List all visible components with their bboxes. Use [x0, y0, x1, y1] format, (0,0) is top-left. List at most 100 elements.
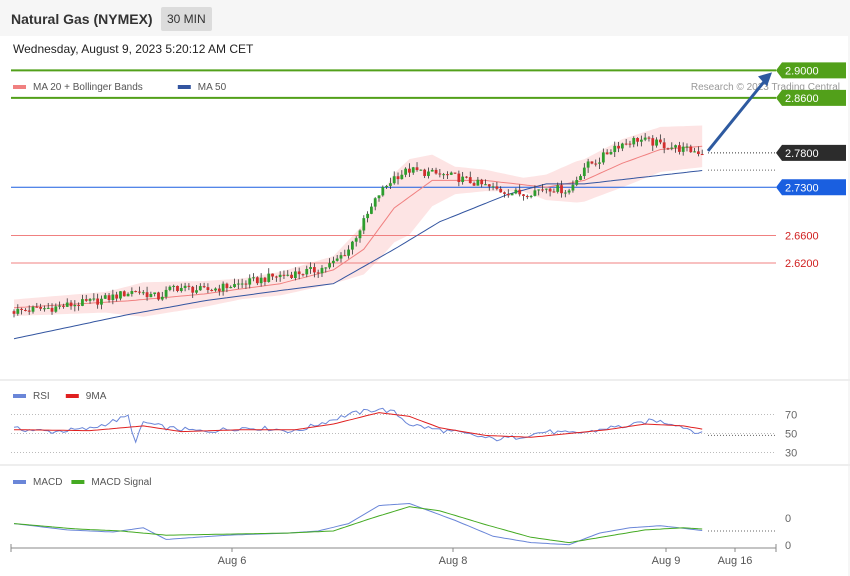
candle-body	[316, 272, 320, 274]
chart-datetime: Wednesday, August 9, 2023 5:20:12 AM CET	[13, 42, 254, 56]
candle-body	[381, 187, 385, 196]
candle-body	[187, 285, 191, 287]
interval-badge[interactable]: 30 MIN	[161, 7, 212, 31]
candle-body	[176, 285, 179, 291]
candle-body	[700, 154, 704, 156]
macd-legend-swatch-1	[71, 480, 85, 484]
candle-body	[43, 308, 46, 310]
candle-body	[35, 306, 39, 308]
macd-legend-label-0: MACD	[33, 477, 62, 488]
candles-group	[12, 133, 704, 318]
candle-body	[134, 291, 138, 293]
candle-body	[96, 298, 100, 305]
candle-body	[373, 198, 377, 207]
candle-body	[27, 310, 31, 312]
candle-body	[620, 143, 624, 149]
candle-body	[385, 185, 389, 188]
candle-body	[560, 185, 563, 194]
credit-text: Research © 2023 Trading Central	[691, 82, 840, 93]
candle-body	[274, 276, 278, 278]
candle-body	[328, 263, 331, 268]
candle-body	[434, 169, 438, 174]
x-tick-label-0: Aug 6	[218, 555, 247, 567]
candle-body	[84, 299, 88, 301]
candle-body	[103, 295, 107, 299]
projection-arrow-head	[758, 72, 772, 87]
candle-body	[510, 193, 514, 196]
candle-body	[297, 271, 301, 275]
main-legend-swatch-0	[13, 85, 26, 89]
macd-legend-swatch-0	[13, 480, 26, 484]
macd-zero-label-2: 0	[785, 540, 791, 552]
candle-body	[164, 289, 168, 297]
candle-body	[605, 152, 609, 155]
candle-body	[666, 148, 670, 150]
candle-body	[427, 171, 430, 176]
candle-body	[579, 176, 582, 181]
candle-body	[506, 193, 510, 196]
candle-body	[267, 273, 271, 282]
candle-body	[449, 172, 453, 175]
candle-body	[571, 184, 575, 191]
candle-body	[73, 304, 77, 307]
candle-body	[442, 174, 446, 176]
macd-legend-label-1: MACD Signal	[91, 477, 151, 488]
candle-body	[624, 143, 628, 145]
candle-body	[370, 206, 373, 214]
candle-body	[335, 258, 339, 261]
candle-body	[278, 274, 282, 278]
candle-body	[495, 186, 499, 189]
candle-body	[541, 189, 544, 191]
candle-body	[217, 288, 221, 292]
candle-body	[662, 142, 666, 149]
candle-body	[312, 267, 316, 273]
candle-body	[465, 176, 468, 178]
level-label-3: 2.7300	[785, 182, 819, 194]
ma20-line	[13, 145, 703, 309]
candle-body	[681, 146, 685, 152]
candle-body	[138, 291, 141, 293]
candle-body	[598, 162, 601, 164]
level-tag-0	[776, 62, 846, 79]
candle-body	[309, 267, 312, 269]
macd-line	[13, 502, 703, 546]
candle-body	[457, 173, 461, 183]
candle-body	[537, 189, 541, 191]
candle-body	[214, 288, 217, 291]
candle-body	[556, 185, 560, 192]
candle-body	[88, 298, 92, 301]
level-tag-1	[776, 89, 846, 106]
candle-body	[107, 295, 111, 301]
candle-body	[301, 274, 305, 276]
candle-body	[339, 255, 343, 259]
candle-body	[92, 298, 96, 300]
candle-body	[225, 283, 229, 289]
candle-body	[54, 306, 58, 312]
candle-body	[354, 238, 358, 242]
candle-body	[160, 296, 164, 300]
candle-body	[50, 307, 54, 312]
candle-body	[419, 169, 423, 171]
candle-body	[461, 176, 465, 183]
candle-body	[484, 184, 487, 186]
ma50-line	[13, 170, 703, 340]
macd-signal-line	[13, 506, 703, 544]
candle-body	[628, 143, 632, 145]
candle-body	[320, 267, 324, 274]
candle-body	[179, 287, 183, 291]
candle-body	[210, 290, 214, 292]
candle-body	[693, 151, 696, 153]
candle-body	[567, 190, 571, 193]
level-label-4: 2.6600	[785, 230, 819, 242]
candle-body	[81, 299, 84, 306]
candle-body	[122, 291, 126, 297]
rsi-level-label-2: 30	[785, 448, 797, 460]
candle-body	[362, 218, 366, 231]
candle-body	[400, 174, 404, 180]
main-legend-swatch-1	[177, 85, 191, 89]
candle-body	[202, 286, 206, 288]
candle-body	[244, 283, 248, 285]
bollinger-band	[14, 125, 703, 317]
candle-body	[305, 268, 309, 275]
candle-body	[480, 179, 484, 185]
